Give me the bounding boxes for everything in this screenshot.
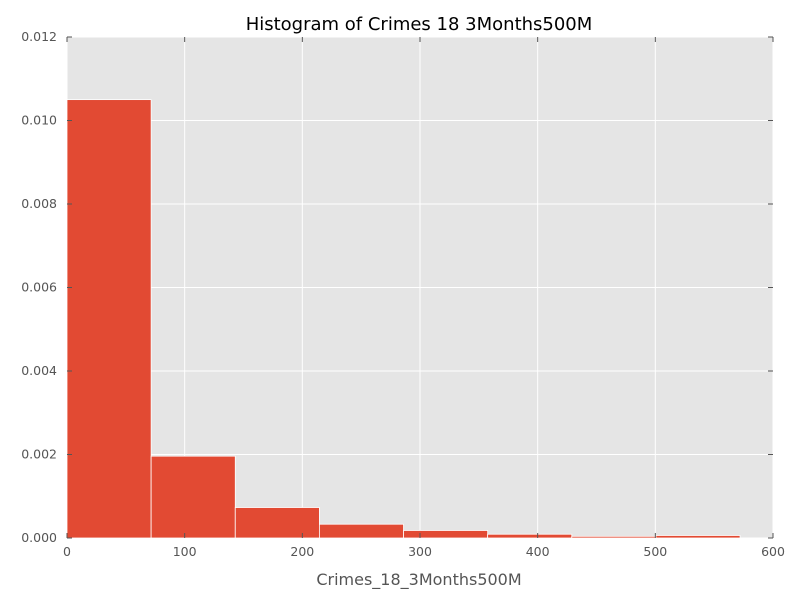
chart-title: Histogram of Crimes 18 3Months500M (246, 14, 593, 35)
x-tick-labels: 0 100 200 300 400 500 600 (63, 544, 785, 559)
y-tick-label: 0.004 (21, 363, 57, 378)
y-tick-label: 0.002 (21, 447, 57, 462)
x-tick-label: 0 (63, 544, 71, 559)
axis-ticks (66, 36, 774, 539)
histogram-bar (487, 533, 573, 539)
histogram-bar (66, 99, 152, 539)
y-tick-label: 0.008 (21, 196, 57, 211)
histogram-bars (66, 99, 741, 539)
y-tick-label: 0.006 (21, 280, 57, 295)
x-axis-label: Crimes_18_3Months500M (316, 570, 521, 590)
y-tick-label: 0.000 (21, 530, 57, 545)
histogram-bar (403, 530, 489, 539)
histogram-bar (234, 507, 320, 539)
x-tick-label: 300 (408, 544, 432, 559)
histogram-bar (655, 535, 741, 539)
histogram-bar (150, 455, 236, 539)
y-tick-label: 0.012 (21, 29, 57, 44)
x-tick-label: 600 (761, 544, 785, 559)
x-tick-label: 100 (173, 544, 197, 559)
histogram-bar (318, 523, 404, 539)
y-tick-labels: 0.000 0.002 0.004 0.006 0.008 0.010 0.012 (21, 29, 57, 545)
x-tick-label: 400 (526, 544, 550, 559)
y-tick-label: 0.010 (21, 113, 57, 128)
x-tick-label: 500 (643, 544, 667, 559)
x-tick-label: 200 (290, 544, 314, 559)
histogram-bar (571, 535, 657, 539)
